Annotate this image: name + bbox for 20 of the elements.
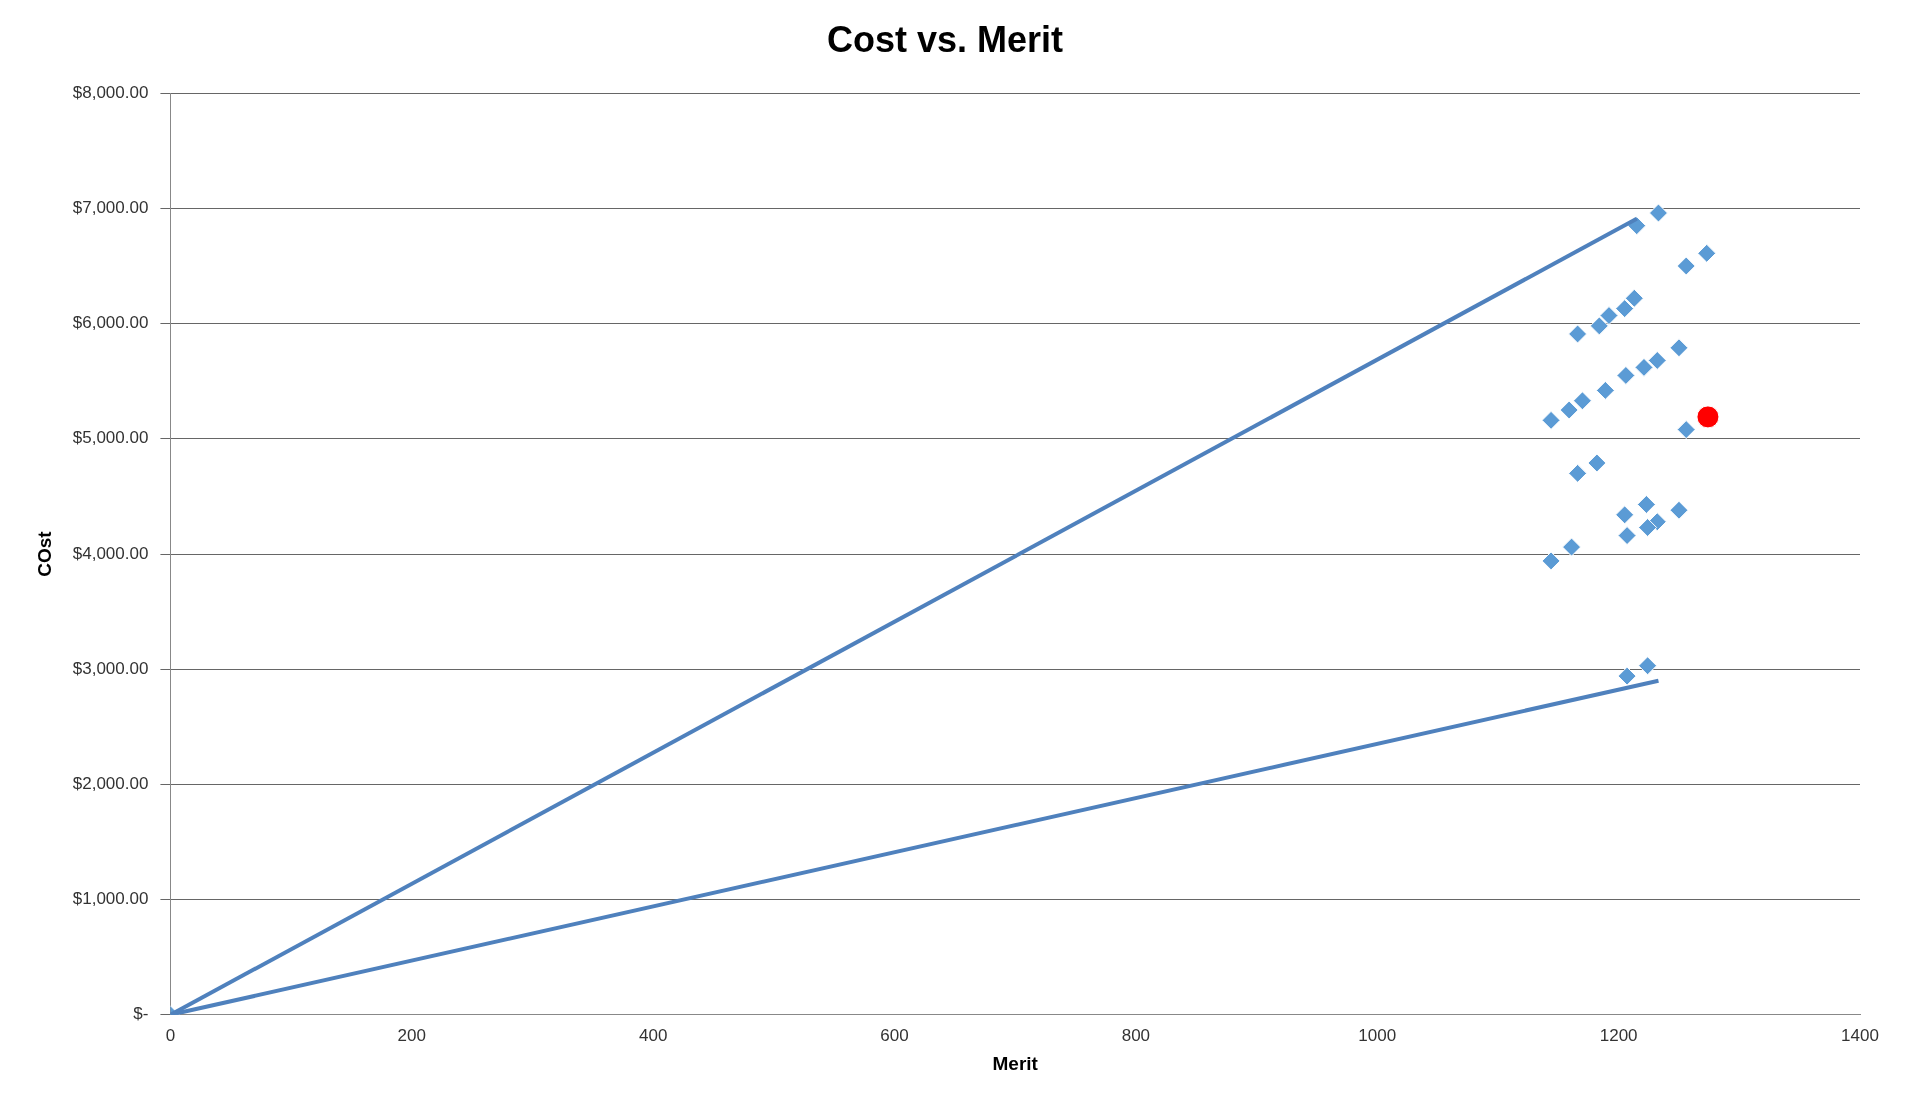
y-tick-label: $8,000.00 <box>72 82 149 102</box>
y-tick-label: $7,000.00 <box>72 198 149 218</box>
y-tick-label: $6,000.00 <box>72 313 149 333</box>
y-tick-label: $- <box>133 1004 149 1024</box>
x-tick-label: 600 <box>880 1025 909 1045</box>
x-tick-label: 200 <box>397 1025 426 1045</box>
y-tick-label: $3,000.00 <box>72 658 149 678</box>
x-tick-label: 1200 <box>1599 1025 1638 1045</box>
x-tick-label: 800 <box>1121 1025 1151 1045</box>
x-axis-title: Merit <box>992 1052 1039 1074</box>
y-tick-label: $2,000.00 <box>72 774 149 794</box>
y-tick-label: $5,000.00 <box>72 428 149 448</box>
y-axis-title: COst <box>33 530 55 577</box>
x-tick-label: 0 <box>165 1025 176 1045</box>
y-tick-label: $4,000.00 <box>72 543 149 563</box>
chart-title: Cost vs. Merit <box>826 18 1064 60</box>
y-tick-label: $1,000.00 <box>72 889 149 909</box>
x-tick-label: 1000 <box>1358 1025 1397 1045</box>
x-tick-label: 400 <box>638 1025 668 1045</box>
x-tick-label: 1400 <box>1841 1025 1879 1045</box>
